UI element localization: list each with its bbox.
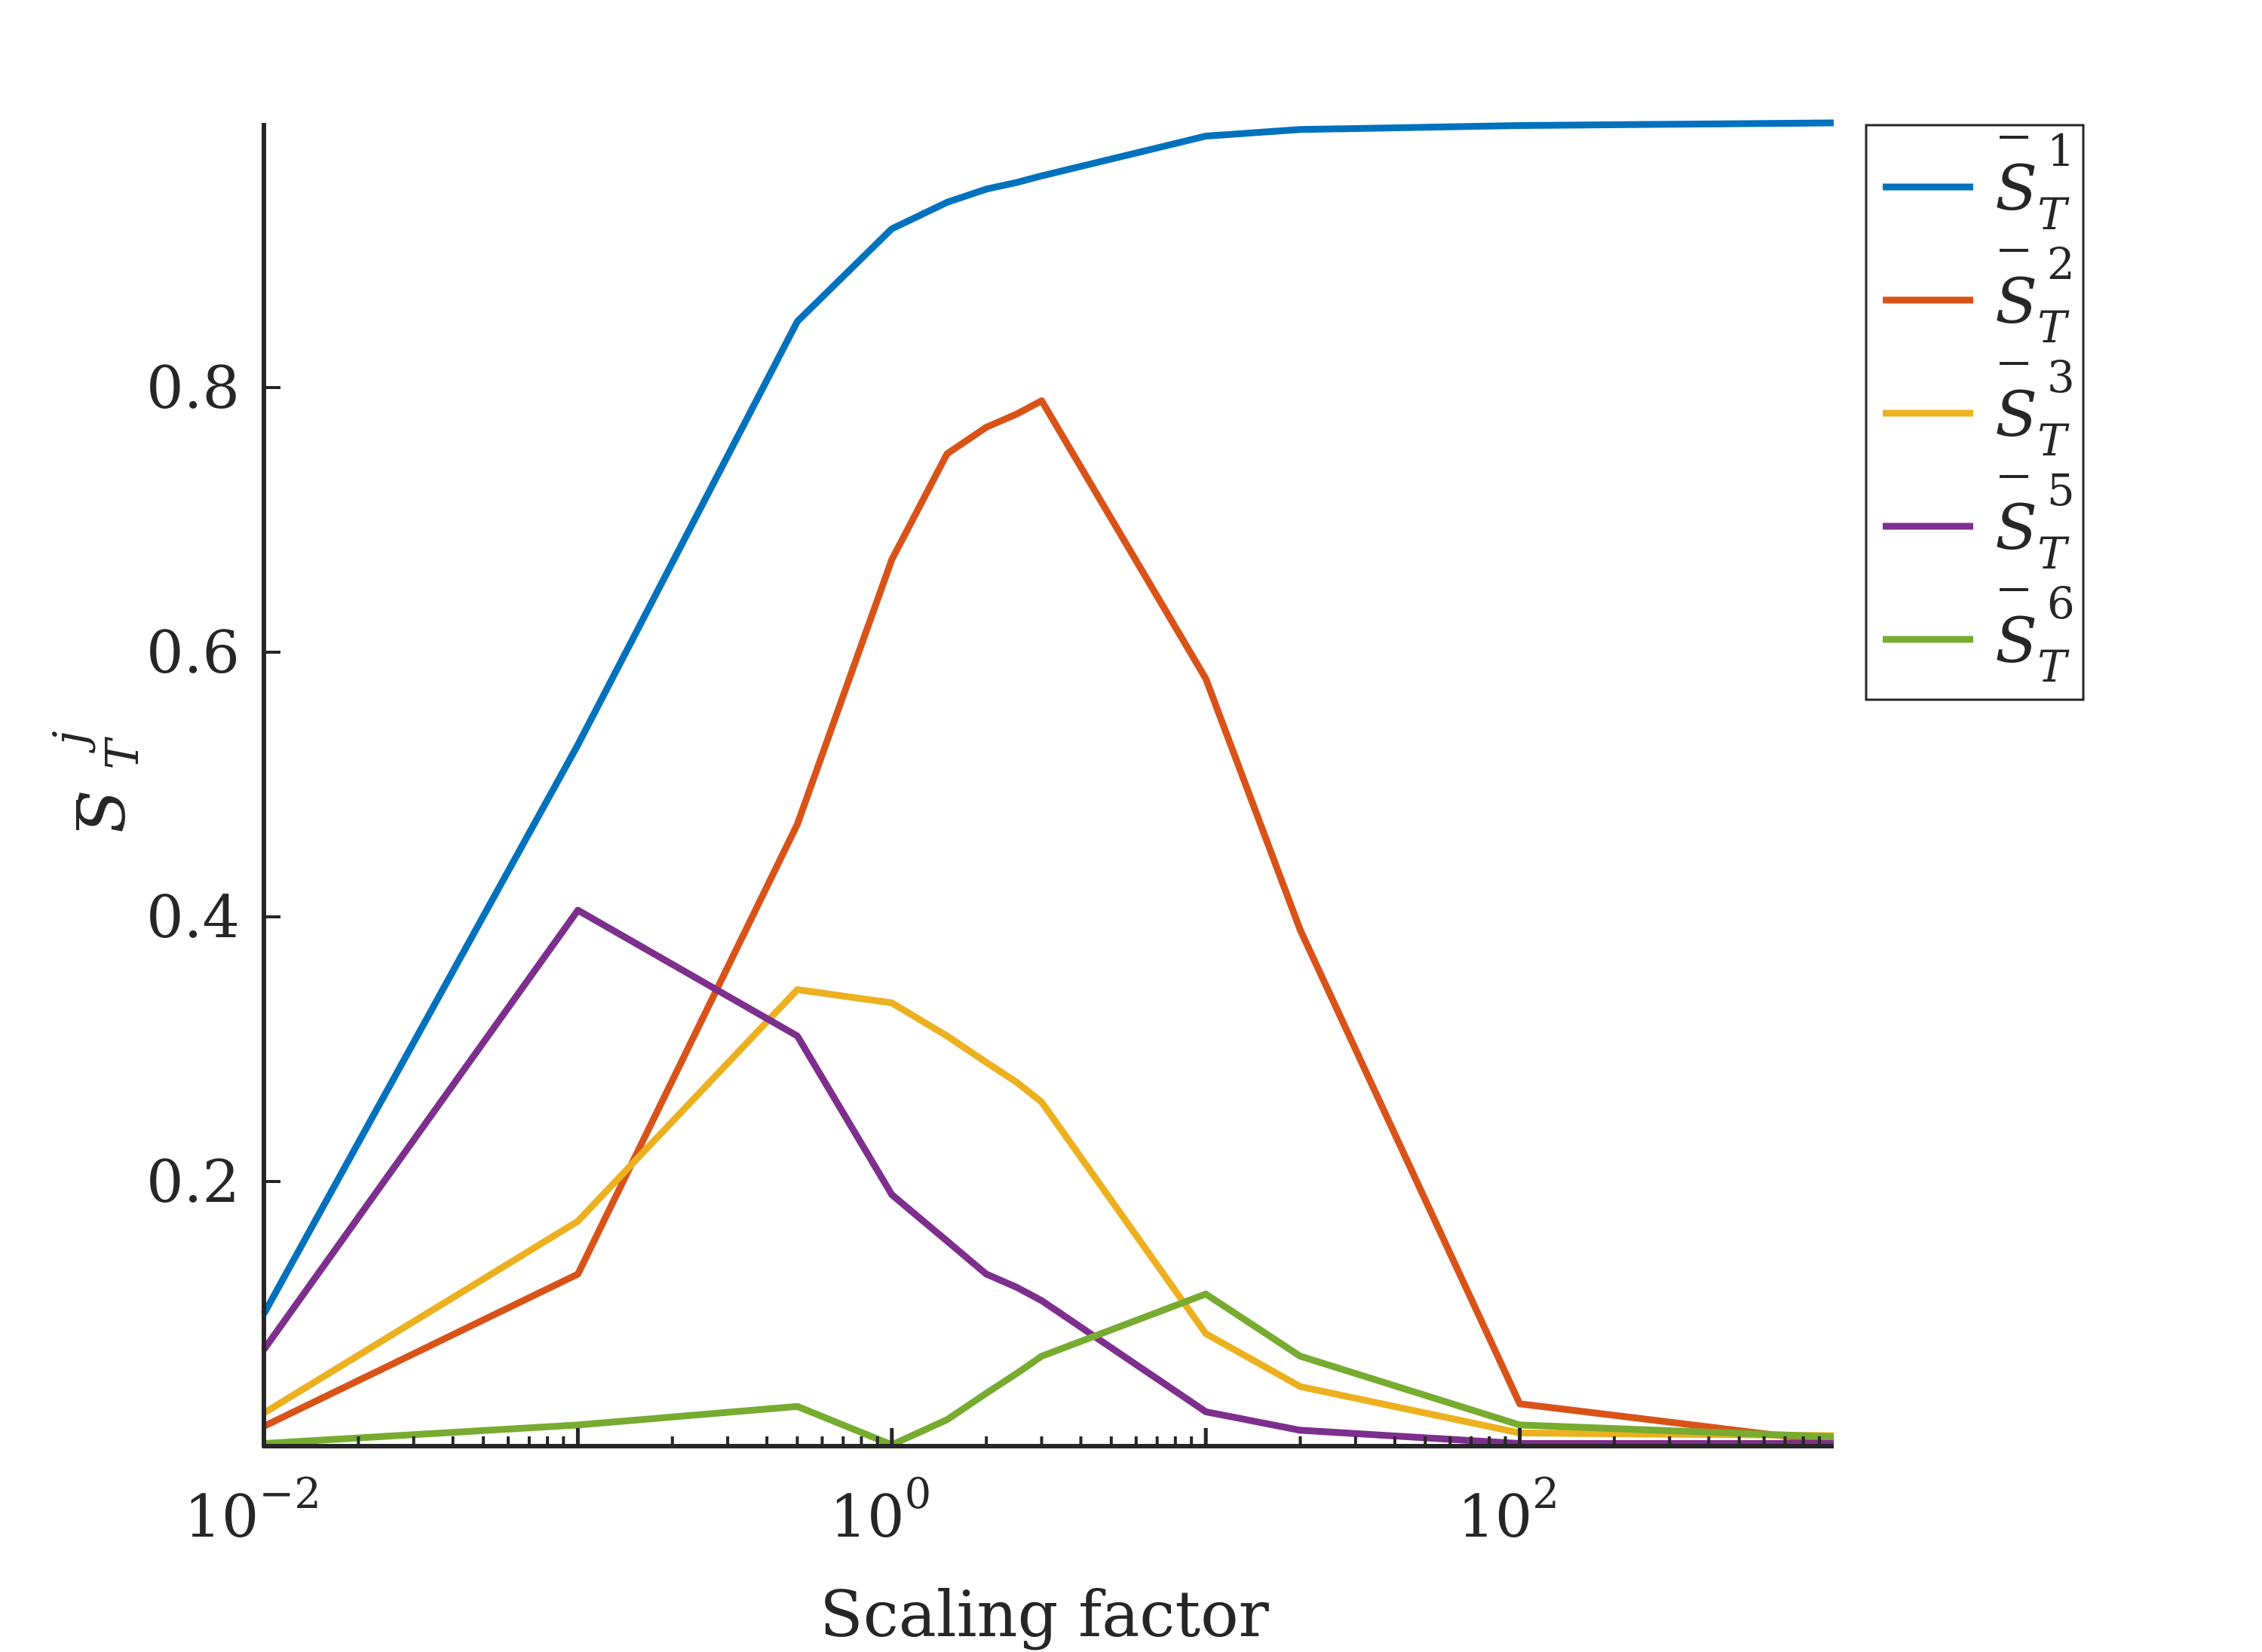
tick-labels: 0.2 0.4 0.6 0.8 10−2 100 102 [146,354,1559,1551]
series-line-5 [263,1290,1834,1448]
legend-label-5: ST6 [1995,578,2075,692]
series-line-3 [262,986,1834,1439]
ticks [262,386,1821,1446]
y-axis-title: S T j [44,719,153,833]
x-axis-title: Scaling factor [820,1577,1270,1651]
axes [262,123,1834,1448]
legend-label-2: ST2 [1995,238,2075,353]
legend-label-1: ST1 [1995,125,2075,240]
y-tick-label: 0.4 [146,884,240,952]
legend-label-3: ST3 [1995,351,2075,466]
x-tick-label: 10−2 [184,1470,321,1551]
plot-lines [261,119,1834,1448]
y-axis-title-sub: T [97,737,149,770]
legend-label-4: ST5 [1995,464,2075,579]
y-tick-label: 0.6 [146,619,240,687]
x-tick-label: 100 [829,1470,931,1551]
series-line-4 [261,906,1834,1447]
y-axis-title-sup: j [44,731,97,753]
svg-text:S T j: S T j [44,719,153,833]
series-line-2 [262,397,1834,1446]
x-tick-label: 102 [1457,1470,1559,1551]
y-tick-label: 0.8 [146,354,240,422]
y-axis-title-base: S [66,789,139,833]
series-line-1 [261,119,1834,1316]
y-tick-label: 0.2 [146,1148,240,1216]
